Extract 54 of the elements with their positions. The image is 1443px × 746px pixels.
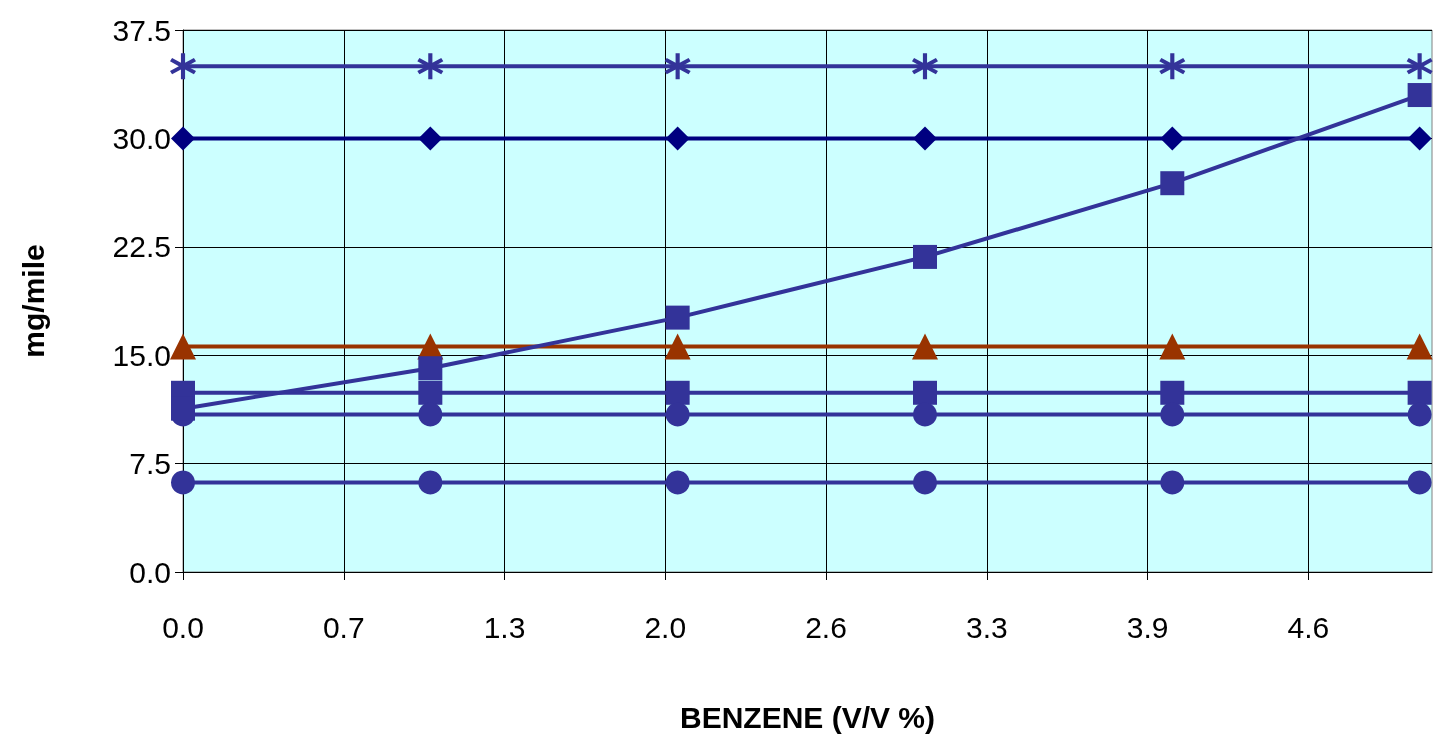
point [418, 356, 443, 381]
point [418, 380, 443, 405]
y-tick-label: 30.0 [112, 121, 171, 155]
point [664, 53, 691, 80]
point [170, 333, 196, 360]
x-tick-label: 0.7 [322, 610, 365, 644]
point [418, 402, 443, 427]
point [911, 53, 938, 80]
x-tick-label: 1.3 [483, 610, 526, 644]
point [665, 402, 690, 427]
point [1160, 380, 1185, 405]
point [1159, 53, 1186, 80]
point [417, 53, 444, 80]
point [1407, 83, 1432, 108]
point [665, 380, 690, 405]
x-axis-title: BENZENE (V/V %) [679, 700, 936, 734]
point [912, 380, 937, 405]
point [418, 470, 443, 495]
point [1407, 402, 1432, 427]
y-tick-label: 7.5 [129, 447, 171, 481]
point [1406, 333, 1433, 360]
point [665, 305, 690, 330]
point [1160, 470, 1185, 495]
point [1407, 470, 1432, 495]
point [1407, 126, 1432, 151]
point [665, 470, 690, 495]
y-axis-title: mg/mile [16, 244, 50, 358]
x-tick-label: 3.9 [1126, 610, 1169, 644]
point [1160, 171, 1185, 196]
point [665, 126, 690, 151]
x-tick-label: 4.6 [1287, 610, 1330, 644]
point [170, 53, 196, 80]
point [1160, 126, 1185, 151]
point [1407, 380, 1432, 405]
x-tick-label: 2.0 [644, 610, 687, 644]
point [664, 333, 691, 360]
x-tick-label: 0.0 [162, 610, 204, 644]
point [171, 470, 195, 495]
y-tick-label: 37.5 [112, 13, 171, 47]
y-tick-label: 15.0 [112, 338, 171, 372]
point [418, 126, 443, 151]
y-tick-label: 22.5 [112, 230, 171, 264]
point [1160, 402, 1185, 427]
point [912, 244, 937, 269]
y-tick-label: 0.0 [129, 555, 171, 589]
point [1159, 333, 1186, 360]
point [913, 470, 937, 495]
point [911, 333, 938, 360]
point [171, 126, 195, 151]
point [913, 402, 937, 427]
point [1406, 53, 1433, 80]
x-tick-label: 3.3 [965, 610, 1008, 644]
x-tick-label: 2.6 [805, 610, 847, 644]
point [912, 126, 937, 151]
